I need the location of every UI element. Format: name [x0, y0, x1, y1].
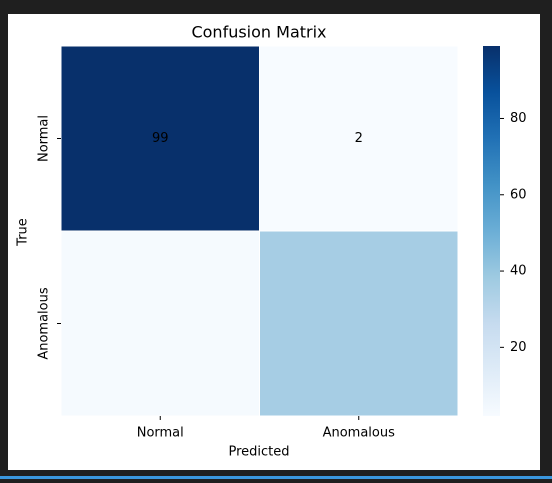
y-tick-label: Anomalous: [37, 287, 52, 360]
cell: [60, 230, 260, 417]
y-tick-label: Normal: [37, 115, 52, 162]
colorbar-tick-label: 20: [510, 340, 527, 355]
colorbar-tick-label: 60: [510, 187, 527, 202]
cell: [60, 45, 260, 232]
colorbar-tick-label: 40: [510, 264, 527, 279]
x-tick-label: Anomalous: [323, 426, 396, 441]
cell: [259, 45, 459, 232]
colorbar: [483, 46, 500, 416]
chart-title: Confusion Matrix: [191, 23, 326, 42]
colorbar-tick-label: 80: [510, 111, 527, 126]
cell: [259, 230, 459, 417]
cell-label: 99: [152, 131, 169, 146]
x-tick-label: Normal: [137, 426, 184, 441]
y-axis-label: True: [16, 218, 31, 247]
cell-label: 2: [355, 131, 363, 146]
x-axis-label: Predicted: [228, 445, 289, 460]
focus-line: [0, 476, 552, 479]
